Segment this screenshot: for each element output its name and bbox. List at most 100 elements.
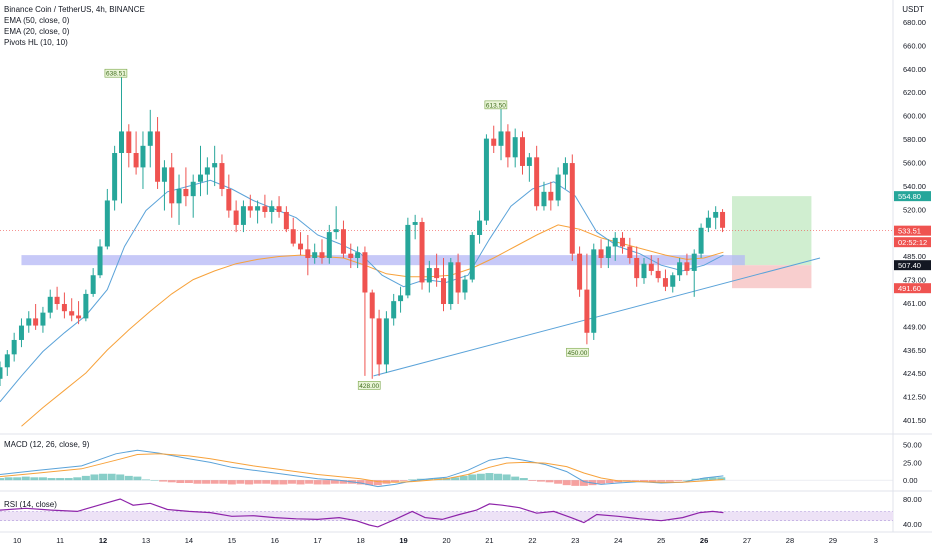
macd-histogram-bar xyxy=(597,480,606,484)
macd-line xyxy=(0,449,724,488)
time-tick-label: 10 xyxy=(13,536,21,545)
candle-body xyxy=(462,279,468,293)
candle-body xyxy=(670,275,676,287)
candle-body xyxy=(584,289,590,333)
candle-body xyxy=(648,263,654,271)
macd-histogram-bar xyxy=(605,480,614,484)
macd-histogram-bar xyxy=(56,478,65,481)
macd-histogram-bar xyxy=(399,480,408,481)
macd-histogram-bar xyxy=(665,480,674,482)
candle-body xyxy=(662,278,668,287)
candle-body xyxy=(419,222,425,283)
time-tick-label: 23 xyxy=(571,536,579,545)
time-tick-label: 16 xyxy=(271,536,279,545)
rsi-line xyxy=(0,498,724,528)
macd-tick-label: 0.00 xyxy=(903,476,918,485)
price-tick-label: 520.00 xyxy=(903,205,926,214)
candle-body xyxy=(548,191,554,201)
ema20-line xyxy=(0,179,724,403)
macd-histogram-bar xyxy=(519,478,528,481)
macd-histogram-bar xyxy=(270,480,279,485)
candle-body xyxy=(126,131,132,154)
price-tick-label: 620.00 xyxy=(903,88,926,97)
candle-body xyxy=(305,249,311,258)
time-tick-label: 18 xyxy=(356,536,364,545)
time-tick-label: 17 xyxy=(314,536,322,545)
candle-body xyxy=(605,246,611,258)
candle-body xyxy=(61,304,67,312)
price-axis-badge xyxy=(894,260,931,271)
macd-histogram-bar xyxy=(30,477,39,481)
stop-zone xyxy=(732,265,812,289)
candle-body xyxy=(97,246,103,276)
candle-body xyxy=(161,167,167,182)
candle-body xyxy=(33,318,39,326)
price-tick-label: 412.50 xyxy=(903,393,926,402)
candle-body xyxy=(555,174,561,201)
time-tick-label: 13 xyxy=(142,536,150,545)
macd-histogram-bar xyxy=(124,475,133,481)
macd-pane-label: MACD (12, 26, close, 9) xyxy=(4,440,90,449)
candle-body xyxy=(684,262,690,271)
macd-histogram-bar xyxy=(253,480,262,484)
macd-histogram-bar xyxy=(141,479,150,481)
candle-body xyxy=(512,137,518,158)
candle-body xyxy=(155,131,161,182)
candle-body xyxy=(333,229,339,233)
chart-legend: Binance Coin / TetherUS, 4h, BINANCE EMA… xyxy=(4,4,145,48)
price-tick-label: 473.00 xyxy=(903,276,926,285)
macd-histogram-bar xyxy=(373,480,382,486)
macd-histogram-bar xyxy=(511,476,520,481)
pivot-label: 613.50 xyxy=(486,102,506,109)
candle-body xyxy=(240,206,246,225)
time-tick-label: 22 xyxy=(528,536,536,545)
candle-body xyxy=(69,311,75,316)
candle-body xyxy=(355,252,361,258)
candle-body xyxy=(491,138,497,146)
candle-body xyxy=(591,249,597,333)
pivot-label: 638.51 xyxy=(106,71,126,78)
candle-body xyxy=(534,157,540,207)
candle-body xyxy=(412,222,418,225)
price-tick-label: 660.00 xyxy=(903,41,926,50)
candle-body xyxy=(519,137,525,166)
macd-histogram-bar xyxy=(47,478,56,481)
macd-histogram-bar xyxy=(648,480,657,482)
candle-body xyxy=(698,227,704,254)
price-axis-badge xyxy=(894,225,931,236)
price-tick-label: 640.00 xyxy=(903,65,926,74)
macd-tick-label: 25.00 xyxy=(903,458,922,467)
candle-body xyxy=(219,163,225,189)
time-tick-label: 11 xyxy=(56,536,64,545)
pivot-label-box xyxy=(484,100,508,110)
rsi-tick-label: 40.00 xyxy=(903,520,922,529)
time-tick-label: 24 xyxy=(614,536,622,545)
macd-histogram-bar xyxy=(305,480,314,484)
time-tick-label: 19 xyxy=(399,536,407,545)
candle-body xyxy=(283,211,289,230)
price-axis-badge xyxy=(894,283,931,294)
macd-histogram-bar xyxy=(425,478,434,481)
candle-body xyxy=(620,237,626,247)
candle-body xyxy=(197,174,203,182)
candle-body xyxy=(26,318,32,326)
candle-body xyxy=(577,253,583,290)
pivot-label-box xyxy=(104,68,128,78)
candle-body xyxy=(340,229,346,254)
candle-body xyxy=(455,262,461,293)
price-axis-badge-text: 533.51 xyxy=(898,227,921,236)
price-tick-label: 485.00 xyxy=(903,252,926,261)
candle-body xyxy=(183,188,189,197)
time-tick-label: 15 xyxy=(228,536,236,545)
macd-histogram-bar xyxy=(90,474,99,481)
ema50-legend: EMA (50, close, 0) xyxy=(4,16,70,25)
macd-histogram-bar xyxy=(356,480,365,485)
candle-body xyxy=(326,232,332,258)
macd-histogram-bar xyxy=(167,480,176,483)
candle-body xyxy=(691,253,697,271)
price-axis-badge xyxy=(894,191,931,202)
candle-body xyxy=(269,206,275,212)
candle-body xyxy=(498,131,504,146)
pivot-label: 428.00 xyxy=(359,383,379,390)
